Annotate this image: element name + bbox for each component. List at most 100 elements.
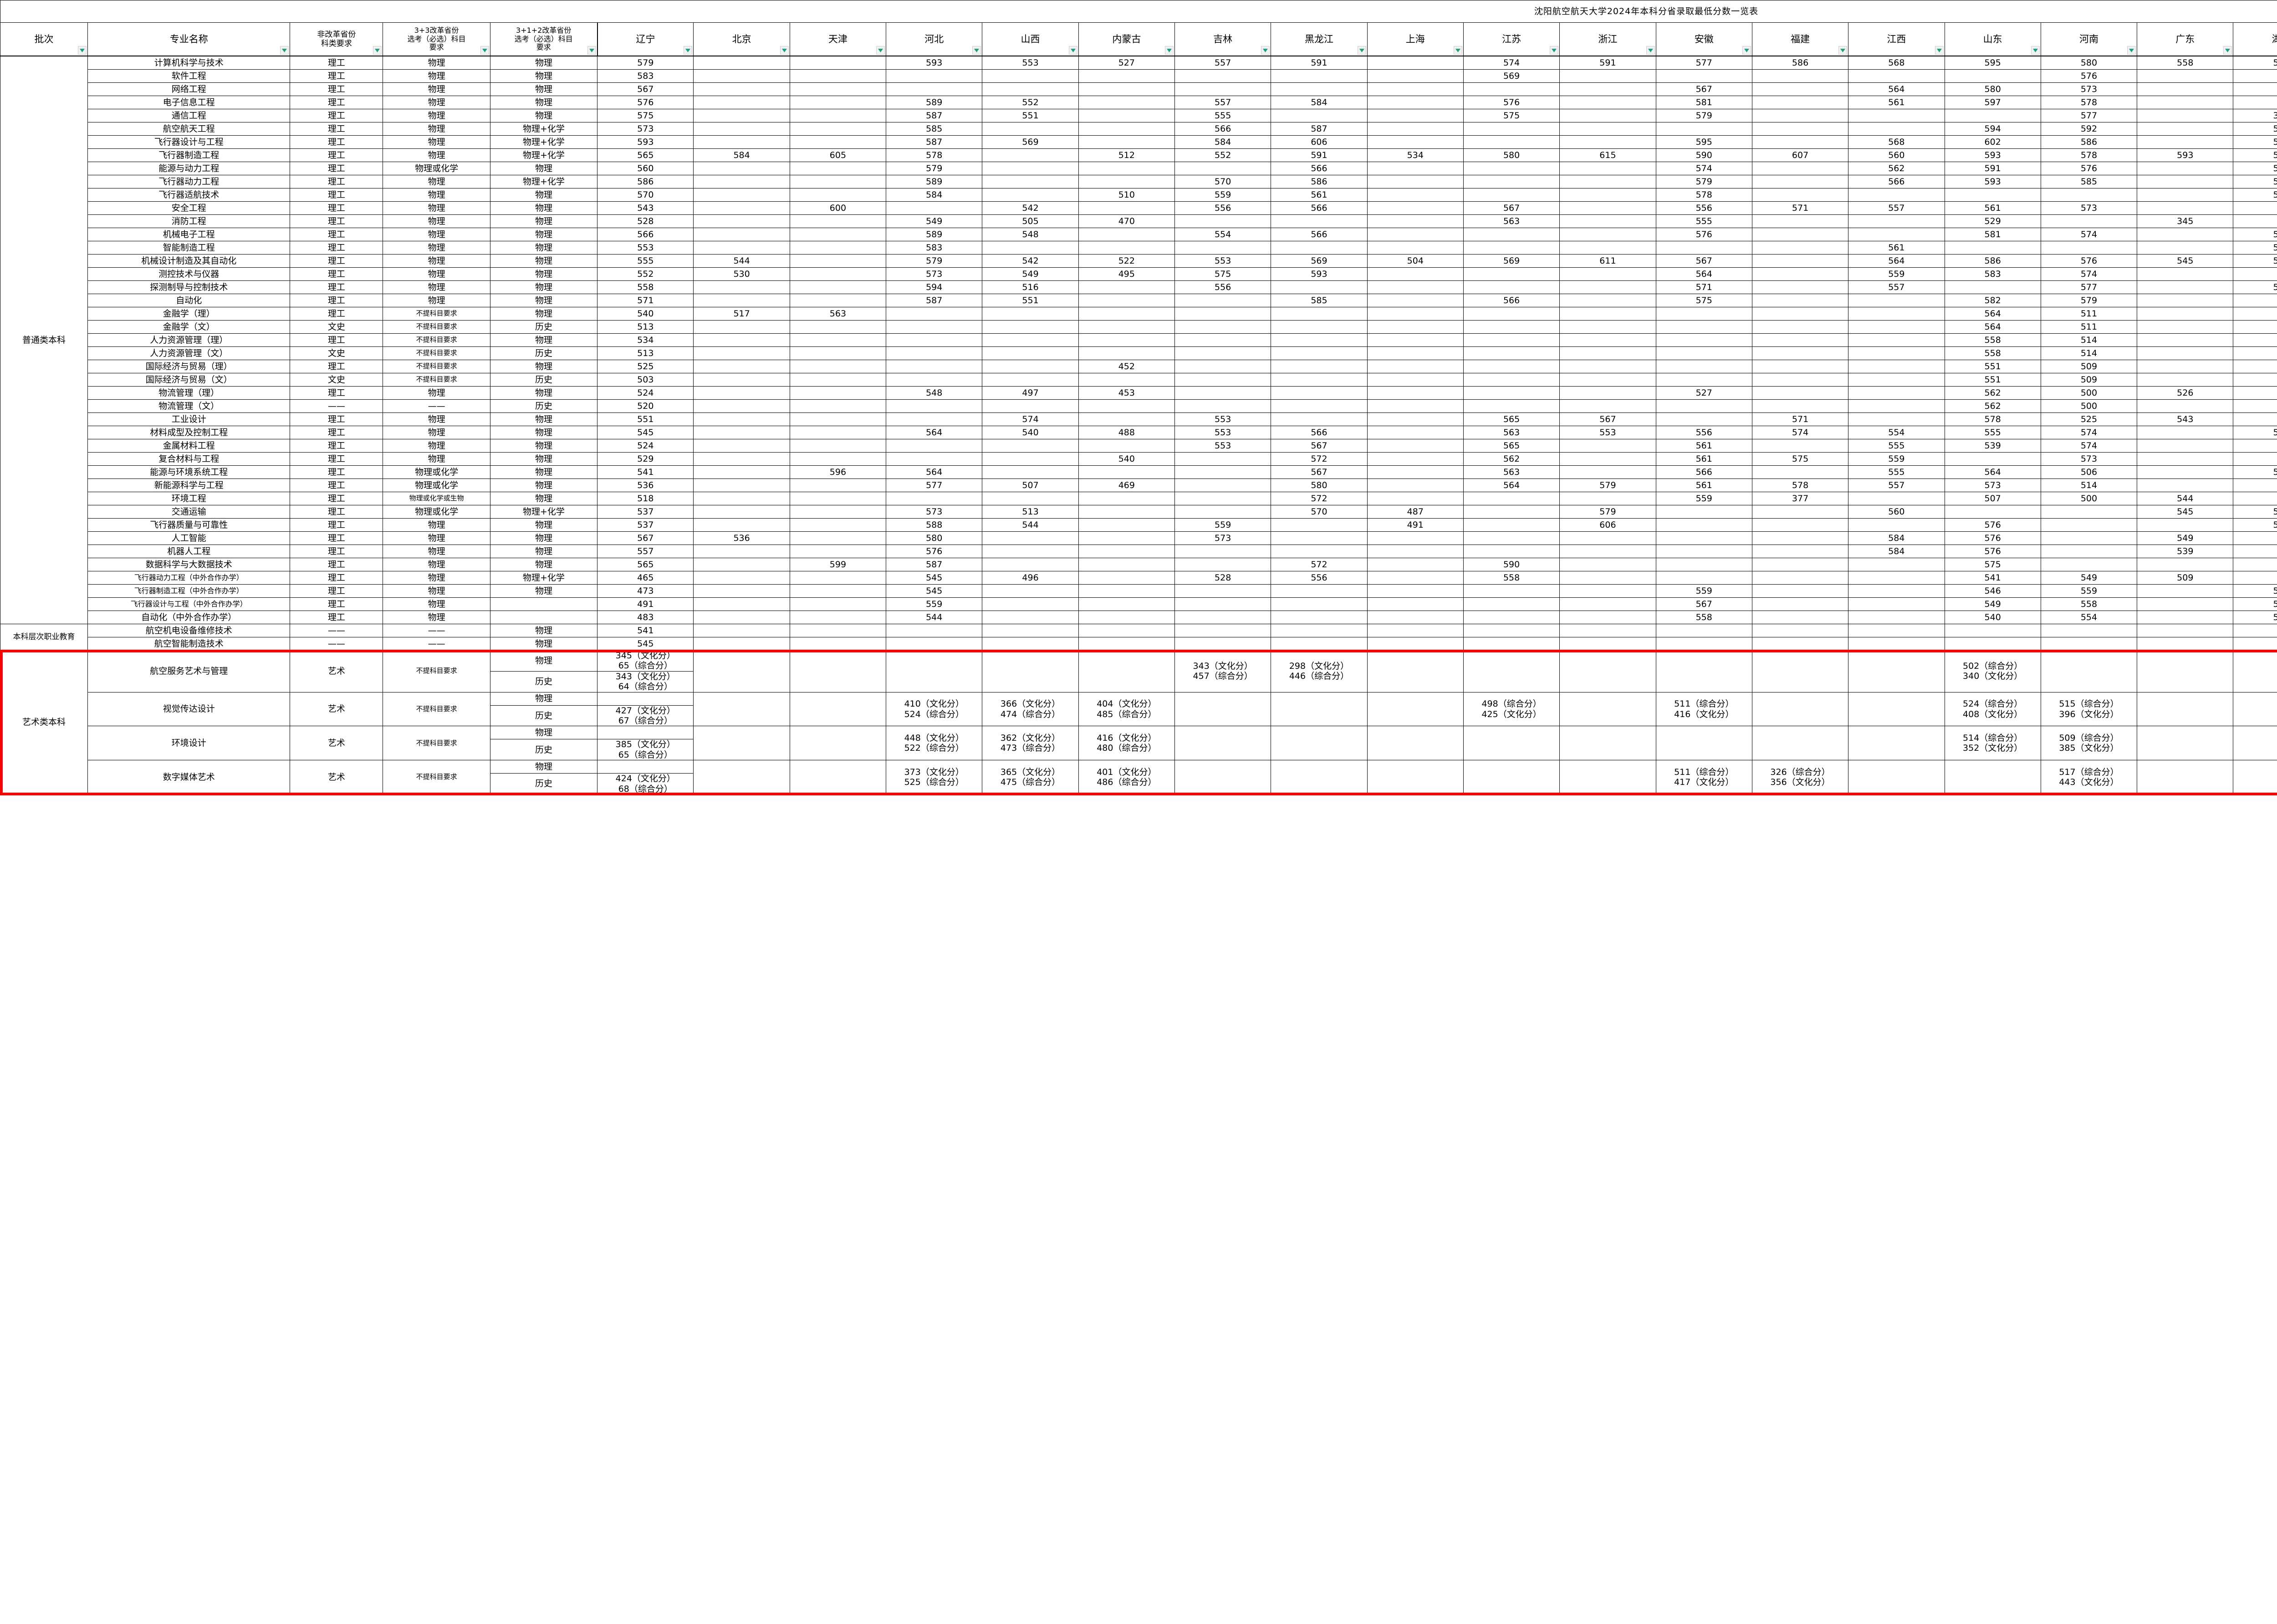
table-row[interactable]: 测控技术与仪器 理工 物理 物理 552 530 573 549 495 575 593 564 559… bbox=[0, 267, 2277, 281]
filter-dropdown-icon[interactable] bbox=[1550, 46, 1559, 55]
header-cell-province-14[interactable]: 山东 bbox=[1944, 22, 2041, 56]
header-cell-province-16[interactable]: 广东 bbox=[2137, 22, 2234, 56]
filter-dropdown-icon[interactable] bbox=[1453, 46, 1462, 55]
table-row[interactable]: 材料成型及控制工程 理工 物理 物理 545 564 540 488 553 566 563 553 5… bbox=[0, 426, 2277, 439]
table-row[interactable]: 通信工程理工物理物理575587551555575579577346533584… bbox=[0, 109, 2277, 122]
filter-dropdown-icon[interactable] bbox=[972, 46, 981, 55]
table-row[interactable]: 国际经济与贸易（文）文史不提科目要求历史503551509394325 bbox=[0, 373, 2277, 387]
header-cell-province-15[interactable]: 河南 bbox=[2040, 22, 2138, 56]
table-row[interactable]: 机器人工程理工物理物理557576584576539510504548 bbox=[0, 545, 2277, 558]
cell-score-辽宁: 524 bbox=[597, 386, 694, 400]
header-cell-province-2[interactable]: 天津 bbox=[789, 22, 887, 56]
filter-dropdown-icon[interactable] bbox=[280, 46, 289, 55]
header-cell-province-7[interactable]: 黑龙江 bbox=[1271, 22, 1368, 56]
filter-dropdown-icon[interactable] bbox=[2127, 46, 2136, 55]
header-cell-major[interactable]: 专业名称 bbox=[87, 22, 291, 56]
table-row[interactable]: 飞行器适航技术理工物理物理570584510559561578541588506… bbox=[0, 188, 2277, 202]
table-row[interactable]: 本科层次职业教育 航空机电设备维修技术 —— —— 物理 541 bbox=[0, 624, 2277, 651]
table-row-art[interactable]: 历史 343（文化分） 64（综合分） bbox=[0, 671, 2277, 692]
filter-dropdown-icon[interactable] bbox=[1165, 46, 1174, 55]
table-row[interactable]: 智能制造工程理工物理物理553583561539574513546 bbox=[0, 241, 2277, 255]
filter-dropdown-icon[interactable] bbox=[587, 46, 596, 55]
table-row-art[interactable]: 数字媒体艺术 艺术 不提科目要求 物理 373（文化分） 525（综合分） 365（文化分）… bbox=[0, 760, 2277, 795]
table-row[interactable]: 新能源科学与工程 理工 物理或化学 物理 536 577 507 469 580 564 579 56… bbox=[0, 479, 2277, 492]
table-row[interactable]: 物流管理（理）理工物理物理524548497453527562500526359… bbox=[0, 386, 2277, 400]
table-row[interactable]: 物流管理（文） —— —— 历史 520 562 500 bbox=[0, 399, 2277, 413]
table-row[interactable]: 机械设计制造及其自动化 理工 物理 物理 555 544 579 542 522 553 569 50… bbox=[0, 254, 2277, 268]
header-cell-province-4[interactable]: 山西 bbox=[982, 22, 1079, 56]
filter-dropdown-icon[interactable] bbox=[2031, 46, 2040, 55]
filter-dropdown-icon[interactable] bbox=[876, 46, 885, 55]
table-row[interactable]: 航空航天工程理工物理物理+化学5735855665875945925455646… bbox=[0, 122, 2277, 136]
table-row[interactable]: 能源与环境系统工程 理工 物理或化学 物理 541 596 564 567 563 566 555 5… bbox=[0, 465, 2277, 479]
filter-dropdown-icon[interactable] bbox=[1935, 46, 1944, 55]
table-row[interactable]: 电子信息工程 理工 物理 物理 576 589 552 557 584 576 581 561 597 5… bbox=[0, 96, 2277, 109]
table-row[interactable]: 自动化理工物理物理5715875515855665755825795215835… bbox=[0, 294, 2277, 307]
table-row[interactable]: 软件工程理工物理物理583569576525578563553 bbox=[0, 69, 2277, 83]
header-cell-province-12[interactable]: 福建 bbox=[1751, 22, 1849, 56]
table-row[interactable]: 人力资源管理（理）理工不提科目要求物理534558514357274 bbox=[0, 333, 2277, 347]
filter-dropdown-icon[interactable] bbox=[780, 46, 789, 55]
filter-dropdown-icon[interactable] bbox=[480, 46, 489, 55]
header-cell-g33-subject[interactable]: 3+3改革省份 选考（必选）科目 要求 bbox=[383, 22, 490, 56]
table-row[interactable]: 飞行器动力工程（中外合作办学） 理工 物理 物理+化学 465 545 496 528 556 5… bbox=[0, 571, 2277, 585]
table-row[interactable]: 飞行器动力工程 理工 物理 物理+化学 586 589 570 586 579 566 593 585… bbox=[0, 175, 2277, 188]
table-row[interactable]: 飞行器设计与工程 理工 物理 物理+化学 593 587 569 584 606 595 568 60… bbox=[0, 135, 2277, 149]
table-row[interactable]: 国际经济与贸易（理）理工不提科目要求物理525452551509366279 bbox=[0, 360, 2277, 373]
table-row-art[interactable]: 环境设计 艺术 不提科目要求 物理 448（文化分） 522（综合分） 362（文化分） 47… bbox=[0, 726, 2277, 761]
filter-dropdown-icon[interactable] bbox=[1357, 46, 1366, 55]
table-row[interactable]: 交通运输 理工 物理或化学 物理+化学 537 573 513 570 487 579 560 545… bbox=[0, 505, 2277, 519]
header-cell-province-11[interactable]: 安徽 bbox=[1655, 22, 1752, 56]
table-row-art[interactable]: 历史 424（文化分） 68（综合分） bbox=[0, 773, 2277, 795]
table-row[interactable]: 普通类本科 计算机科学与技术 理工 物理 物理 579 593 553 527 557 591 574… bbox=[0, 56, 2277, 624]
filter-dropdown-icon[interactable] bbox=[2223, 46, 2232, 55]
table-row[interactable]: 飞行器设计与工程（中外合作办学）理工物理49155956754955851455… bbox=[0, 597, 2277, 611]
header-cell-province-10[interactable]: 浙江 bbox=[1559, 22, 1656, 56]
table-row[interactable]: 金属材料工程理工物理物理5245535675655615555395745675… bbox=[0, 439, 2277, 453]
filter-dropdown-icon[interactable] bbox=[1838, 46, 1848, 55]
table-row-art[interactable]: 历史 385（文化分） 65（综合分） bbox=[0, 739, 2277, 761]
filter-dropdown-icon[interactable] bbox=[1068, 46, 1077, 55]
header-cell-province-1[interactable]: 北京 bbox=[693, 22, 790, 56]
table-row[interactable]: 工业设计理工物理物理551574553565567571578525543508… bbox=[0, 412, 2277, 426]
filter-dropdown-icon[interactable] bbox=[1646, 46, 1655, 55]
table-row[interactable]: 金融学（文）文史不提科目要求历史513564511392386 bbox=[0, 320, 2277, 334]
table-row[interactable]: 航空智能制造技术 —— —— 物理 545 bbox=[0, 637, 2277, 651]
table-row[interactable]: 安全工程 理工 物理 物理 543 600 542 556 566 567 556 571 557 561… bbox=[0, 201, 2277, 215]
table-row[interactable]: 人工智能理工物理物理567536580573584576549520518539… bbox=[0, 531, 2277, 545]
header-cell-province-9[interactable]: 江苏 bbox=[1463, 22, 1560, 56]
table-row[interactable]: 飞行器制造工程（中外合作办学）理工物理物理4735455595465595095… bbox=[0, 584, 2277, 598]
table-row[interactable]: 自动化（中外合作办学）理工物理483544558540554512554546 bbox=[0, 611, 2277, 624]
table-row[interactable]: 探测制导与控制技术理工物理物理5585945165565715575775375… bbox=[0, 280, 2277, 294]
table-row-art[interactable]: 历史 427（文化分） 67（综合分） bbox=[0, 705, 2277, 727]
table-row[interactable]: 环境工程理工物理或化学或生物物理518572559377507500544546… bbox=[0, 492, 2277, 505]
filter-dropdown-icon[interactable] bbox=[373, 46, 382, 55]
header-cell-province-0[interactable]: 辽宁 bbox=[597, 22, 694, 56]
filter-dropdown-icon[interactable] bbox=[1742, 46, 1751, 55]
header-cell-province-13[interactable]: 江西 bbox=[1848, 22, 1945, 56]
cell-g312: 物理 bbox=[490, 760, 598, 774]
header-cell-province-17[interactable]: 湖南 bbox=[2233, 22, 2277, 56]
table-row-art[interactable]: 视觉传达设计 艺术 不提科目要求 物理 410（文化分） 524（综合分） 366（文化分）… bbox=[0, 692, 2277, 727]
filter-dropdown-icon[interactable] bbox=[1261, 46, 1270, 55]
table-row[interactable]: 人力资源管理（文）文史不提科目要求历史513558514387310 bbox=[0, 346, 2277, 360]
header-cell-batch[interactable]: 批次 bbox=[0, 22, 88, 56]
table-row[interactable]: 飞行器质量与可靠性理工物理物理5375885445594916065765355… bbox=[0, 518, 2277, 532]
table-row[interactable]: 机械电子工程理工物理物理5665895485545665765815745365… bbox=[0, 228, 2277, 241]
header-cell-g312-subject[interactable]: 3+1+2改革省份 选考（必选）科目 要求 bbox=[490, 22, 598, 56]
header-cell-province-8[interactable]: 上海 bbox=[1367, 22, 1464, 56]
table-row[interactable]: 消防工程理工物理物理528549505470563555529345510491… bbox=[0, 214, 2277, 228]
table-row[interactable]: 复合材料与工程理工物理物理529540572562561575559573567… bbox=[0, 452, 2277, 466]
filter-dropdown-icon[interactable] bbox=[78, 46, 87, 55]
header-cell-non-reform-subject[interactable]: 非改革省份 科类要求 bbox=[290, 22, 383, 56]
header-cell-province-5[interactable]: 内蒙古 bbox=[1078, 22, 1175, 56]
table-row[interactable]: 金融学（理）理工不提科目要求物理540517563564511373295 bbox=[0, 307, 2277, 321]
header-cell-province-3[interactable]: 河北 bbox=[886, 22, 983, 56]
header-cell-province-6[interactable]: 吉林 bbox=[1174, 22, 1271, 56]
table-row[interactable]: 网络工程理工物理物理567567564580573528551 bbox=[0, 82, 2277, 96]
table-row-art[interactable]: 艺术类本科 航空服务艺术与管理 艺术 不提科目要求 物理 345（文化分） 65（综合分） 3… bbox=[0, 650, 2277, 795]
table-row[interactable]: 飞行器制造工程 理工 物理 物理+化学 565 584 605 578 512 552 591 534… bbox=[0, 148, 2277, 162]
filter-dropdown-icon[interactable] bbox=[684, 46, 693, 55]
table-row[interactable]: 数据科学与大数据技术理工物理物理565599587572590575572523… bbox=[0, 558, 2277, 571]
